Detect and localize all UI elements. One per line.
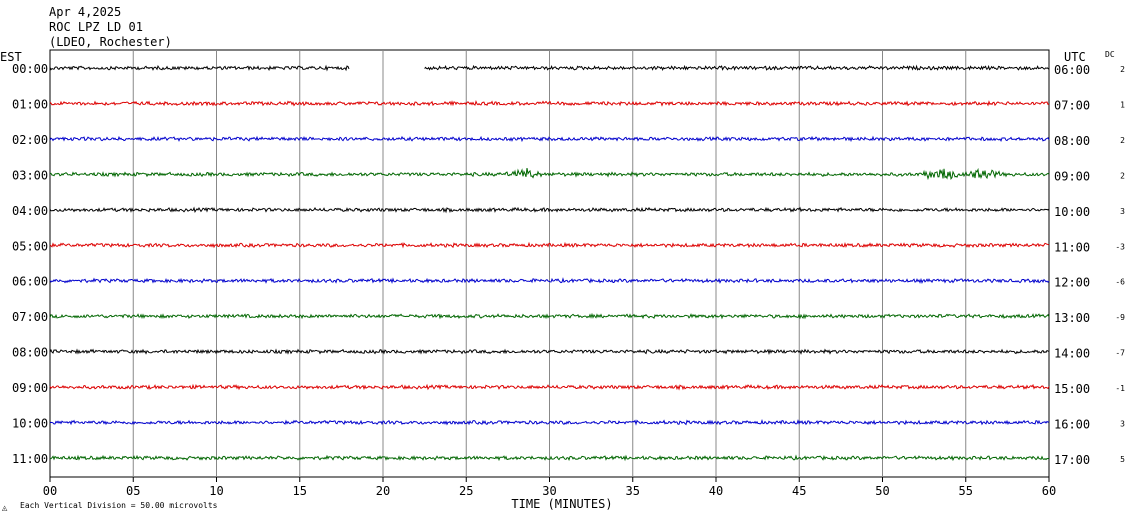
seismic-trace: [49, 206, 1050, 214]
utc-time-label: 06:00: [1054, 63, 1090, 77]
seismic-trace: [49, 135, 1050, 143]
x-tick-label: 50: [875, 484, 889, 498]
seismic-trace: [49, 241, 1050, 249]
x-tick-label: 15: [293, 484, 307, 498]
x-tick-label: 10: [209, 484, 223, 498]
utc-time-label: 08:00: [1054, 134, 1090, 148]
est-time-label: 02:00: [12, 133, 48, 147]
est-time-label: 04:00: [12, 204, 48, 218]
utc-axis-title: UTC: [1064, 50, 1086, 64]
est-time-label: 09:00: [12, 381, 48, 395]
dc-offset-label: 1: [1120, 100, 1125, 109]
dc-offset-label: -9: [1115, 313, 1125, 322]
x-tick-label: 55: [959, 484, 973, 498]
utc-time-label: 17:00: [1054, 453, 1090, 467]
seismic-trace: [49, 167, 1050, 181]
vertical-grid: [132, 50, 967, 477]
utc-time-label: 12:00: [1054, 276, 1090, 290]
x-tick-label: 20: [376, 484, 390, 498]
utc-time-label: 09:00: [1054, 169, 1090, 183]
scale-icon: ◬: [2, 504, 8, 512]
x-tick-label: 35: [626, 484, 640, 498]
utc-time-label: 13:00: [1054, 311, 1090, 325]
seismic-trace: [49, 312, 1050, 320]
header-station: ROC LPZ LD 01: [49, 20, 143, 34]
utc-time-label: 11:00: [1054, 240, 1090, 254]
utc-time-label: 07:00: [1054, 98, 1090, 112]
header-network: (LDEO, Rochester): [49, 35, 172, 49]
est-time-label: 08:00: [12, 346, 48, 360]
dc-offset-label: 2: [1120, 171, 1125, 180]
utc-time-label: 10:00: [1054, 205, 1090, 219]
dc-offset-label: 2: [1120, 136, 1125, 145]
dc-offset-label: -3: [1115, 242, 1125, 251]
utc-time-label: 14:00: [1054, 347, 1090, 361]
seismic-trace: [49, 454, 1050, 462]
seismic-trace: [424, 64, 1049, 72]
trace-layer: [49, 64, 1050, 462]
est-time-label: 01:00: [12, 97, 48, 111]
dc-offset-label: 3: [1120, 207, 1125, 216]
seismic-trace: [49, 348, 1050, 355]
dc-offset-label: 3: [1120, 420, 1125, 429]
x-tick-label: 00: [43, 484, 57, 498]
x-axis-title: TIME (MINUTES): [511, 497, 612, 511]
row-labels: 00:00 06:00 2 01:00 07:00 1 02:00 08:00 2 03:00 09…: [12, 62, 1125, 467]
footnote-scale: Each Vertical Division = 50.00 microvolt…: [20, 501, 218, 510]
est-time-label: 03:00: [12, 168, 48, 182]
dc-offset-label: 2: [1120, 65, 1125, 74]
est-time-label: 07:00: [12, 310, 48, 324]
utc-time-label: 16:00: [1054, 418, 1090, 432]
dc-column-title: DC: [1105, 50, 1115, 59]
x-axis-ticks: 00 05 10 15 20 25 30 35 40 45 50 55 60: [43, 477, 1056, 498]
est-axis-title: EST: [0, 50, 22, 64]
est-time-label: 00:00: [12, 62, 48, 76]
dc-offset-label: -6: [1115, 278, 1125, 287]
x-tick-label: 45: [792, 484, 806, 498]
header-date: Apr 4,2025: [49, 5, 121, 19]
est-time-label: 10:00: [12, 417, 48, 431]
x-tick-label: 30: [542, 484, 556, 498]
x-tick-label: 60: [1042, 484, 1056, 498]
x-tick-label: 25: [459, 484, 473, 498]
utc-time-label: 15:00: [1054, 382, 1090, 396]
x-tick-label: 40: [709, 484, 723, 498]
seismic-trace: [49, 277, 1050, 284]
est-time-label: 11:00: [12, 452, 48, 466]
seismic-trace: [49, 64, 350, 72]
seismic-trace: [49, 383, 1050, 391]
x-tick-label: 05: [126, 484, 140, 498]
seismic-trace: [49, 419, 1050, 426]
est-time-label: 06:00: [12, 275, 48, 289]
dc-offset-label: -1: [1115, 384, 1125, 393]
dc-offset-label: -7: [1115, 349, 1125, 358]
seismic-trace: [49, 99, 1050, 107]
est-time-label: 05:00: [12, 239, 48, 253]
dc-offset-label: 5: [1120, 455, 1125, 464]
